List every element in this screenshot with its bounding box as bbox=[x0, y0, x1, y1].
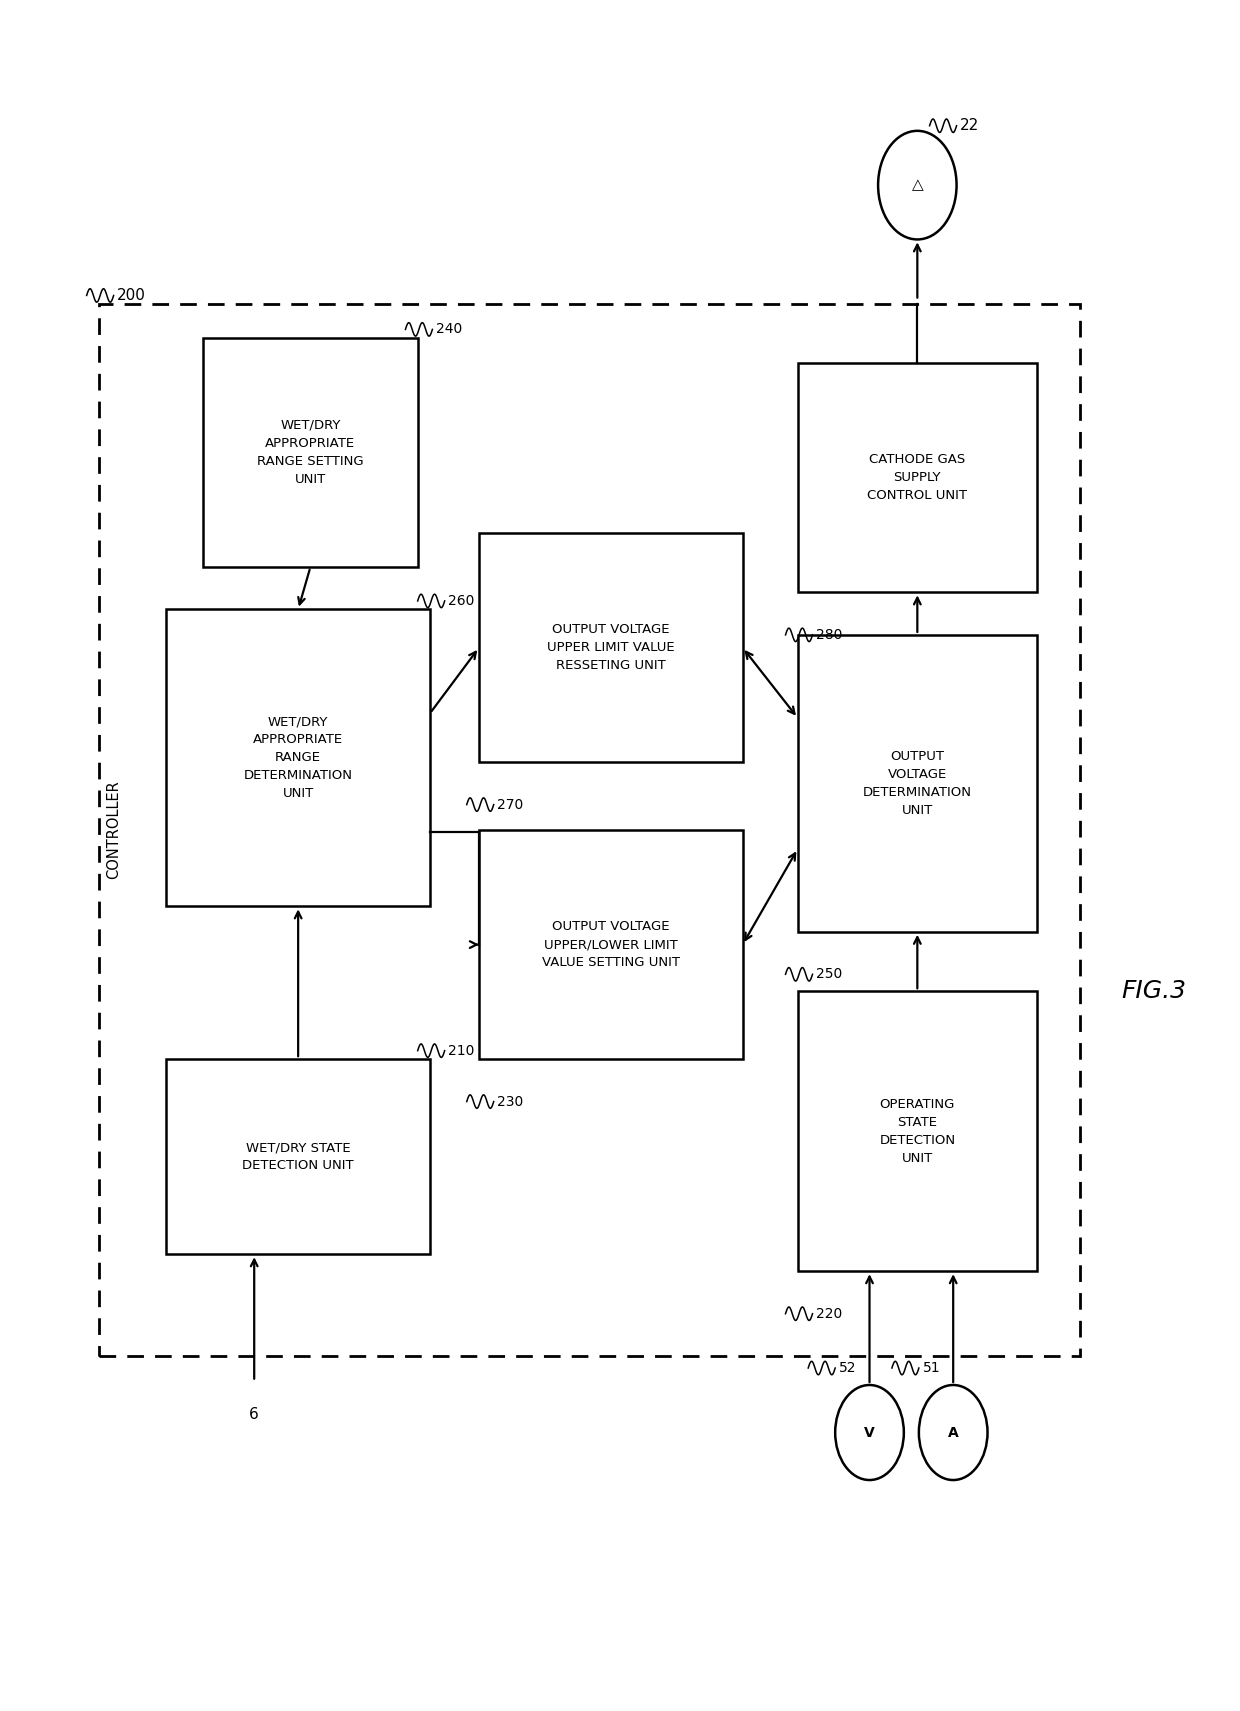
FancyBboxPatch shape bbox=[166, 609, 430, 907]
Text: 260: 260 bbox=[449, 594, 475, 607]
Text: 240: 240 bbox=[436, 322, 463, 337]
Text: 220: 220 bbox=[816, 1307, 842, 1321]
FancyBboxPatch shape bbox=[203, 337, 418, 566]
Text: 250: 250 bbox=[816, 967, 842, 982]
Text: 52: 52 bbox=[839, 1360, 857, 1376]
Text: OUTPUT VOLTAGE
UPPER/LOWER LIMIT
VALUE SETTING UNIT: OUTPUT VOLTAGE UPPER/LOWER LIMIT VALUE S… bbox=[542, 921, 680, 968]
FancyBboxPatch shape bbox=[479, 534, 743, 761]
Text: 270: 270 bbox=[497, 797, 523, 811]
Text: 280: 280 bbox=[816, 628, 842, 642]
Text: WET/DRY
APPROPRIATE
RANGE
DETERMINATION
UNIT: WET/DRY APPROPRIATE RANGE DETERMINATION … bbox=[243, 715, 352, 801]
Text: 230: 230 bbox=[497, 1095, 523, 1109]
Text: CATHODE GAS
SUPPLY
CONTROL UNIT: CATHODE GAS SUPPLY CONTROL UNIT bbox=[867, 453, 967, 503]
FancyBboxPatch shape bbox=[479, 830, 743, 1059]
FancyBboxPatch shape bbox=[99, 305, 1080, 1357]
Text: 200: 200 bbox=[118, 287, 146, 303]
FancyBboxPatch shape bbox=[797, 363, 1037, 592]
Text: 210: 210 bbox=[449, 1044, 475, 1057]
Text: OUTPUT VOLTAGE
UPPER LIMIT VALUE
RESSETING UNIT: OUTPUT VOLTAGE UPPER LIMIT VALUE RESSETI… bbox=[547, 623, 675, 672]
Text: V: V bbox=[864, 1425, 875, 1439]
Text: OUTPUT
VOLTAGE
DETERMINATION
UNIT: OUTPUT VOLTAGE DETERMINATION UNIT bbox=[863, 749, 972, 816]
Text: 6: 6 bbox=[249, 1406, 259, 1422]
Text: A: A bbox=[947, 1425, 959, 1439]
Text: WET/DRY STATE
DETECTION UNIT: WET/DRY STATE DETECTION UNIT bbox=[242, 1141, 353, 1172]
Text: △: △ bbox=[911, 178, 924, 193]
Text: 51: 51 bbox=[923, 1360, 940, 1376]
FancyBboxPatch shape bbox=[797, 991, 1037, 1271]
Text: WET/DRY
APPROPRIATE
RANGE SETTING
UNIT: WET/DRY APPROPRIATE RANGE SETTING UNIT bbox=[257, 419, 363, 486]
FancyBboxPatch shape bbox=[166, 1059, 430, 1254]
Text: OPERATING
STATE
DETECTION
UNIT: OPERATING STATE DETECTION UNIT bbox=[879, 1098, 955, 1165]
Text: 22: 22 bbox=[960, 118, 980, 133]
Text: FIG.3: FIG.3 bbox=[1121, 979, 1185, 1003]
Text: CONTROLLER: CONTROLLER bbox=[107, 780, 122, 879]
FancyBboxPatch shape bbox=[797, 635, 1037, 932]
